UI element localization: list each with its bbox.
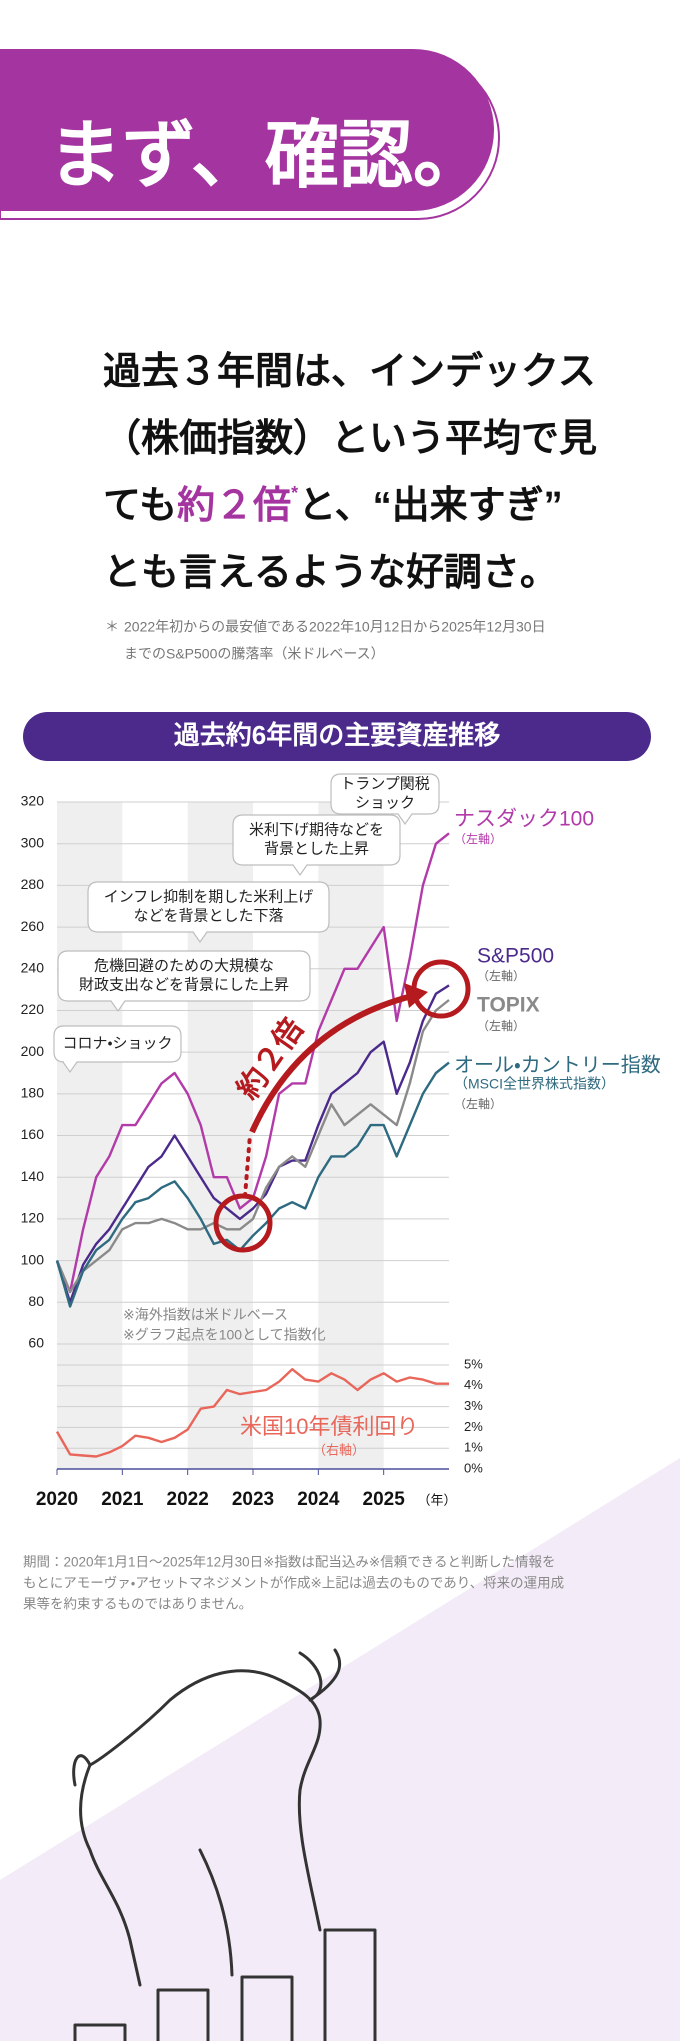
lead: 過去３年間は、インデックス （株価指数）という平均で見 ても約２倍*と、“出来す… bbox=[103, 350, 597, 594]
x-tick-label: 2023 bbox=[232, 1489, 274, 1510]
callout-text: コロナ・ショック bbox=[62, 1035, 172, 1052]
x-tick-label: 2022 bbox=[167, 1489, 209, 1510]
series-line bbox=[55, 984, 450, 1304]
series-line bbox=[55, 1368, 449, 1458]
x-axis-label: （年） bbox=[417, 1492, 456, 1507]
series-axis-note: （左軸） bbox=[477, 1018, 525, 1033]
y-tick-label: 80 bbox=[28, 1293, 44, 1309]
footer-line: 期間：2020年1月1日～2025年12月30日※指数は配当込み※信頼できると判… bbox=[23, 1555, 555, 1570]
series-label: オール・カントリー指数 bbox=[454, 1053, 661, 1076]
y2-tick-label: 3% bbox=[464, 1398, 483, 1413]
callout-text: などを背景とした下落 bbox=[133, 907, 283, 924]
callout-text: インフレ抑制を期した米利上げ bbox=[104, 888, 314, 905]
footnote-mark: ＊ bbox=[105, 619, 119, 635]
callout-text: トランプ関税 bbox=[340, 775, 430, 792]
series-axis-note: （右軸） bbox=[313, 1442, 365, 1457]
series-axis-note: （左軸） bbox=[454, 831, 502, 846]
footnote-line: までのS&P500の騰落率（米ドルベース） bbox=[124, 646, 385, 662]
series-label: ナスダック100 bbox=[454, 808, 594, 831]
page-title: まず、確認。 bbox=[48, 114, 487, 197]
chart-note: ※グラフ起点を100として指数化 bbox=[123, 1327, 326, 1343]
series-axis-note: （左軸） bbox=[454, 1096, 502, 1111]
x-tick-label: 2025 bbox=[363, 1489, 406, 1510]
y-tick-label: 200 bbox=[21, 1043, 45, 1059]
lead-highlight: 約２倍 bbox=[177, 485, 291, 527]
chart-note: ※海外指数は米ドルベース bbox=[123, 1307, 288, 1323]
chart-title: 過去約6年間の主要資産推移 bbox=[174, 720, 500, 750]
y2-tick-label: 2% bbox=[464, 1419, 483, 1434]
footer-line: 果等を約束するものではありません。 bbox=[23, 1596, 252, 1612]
series-label: S&P500 bbox=[477, 945, 554, 968]
callout-box bbox=[87, 881, 330, 944]
series-label: 米国10年債利回り bbox=[240, 1414, 418, 1439]
highlight-circle bbox=[411, 959, 471, 1019]
callout-text: 財政支出などを背景にした上昇 bbox=[79, 976, 289, 993]
y-tick-label: 220 bbox=[21, 1001, 45, 1017]
x-tick-label: 2020 bbox=[36, 1489, 78, 1510]
footer-line: もとにアモーヴァ・アセットマネジメントが作成※上記は過去のものであり、将来の運用… bbox=[23, 1575, 564, 1591]
lead-text: ても bbox=[103, 485, 177, 527]
chart-title-pill bbox=[23, 712, 651, 761]
banner bbox=[0, 49, 494, 211]
x-tick-label: 2021 bbox=[101, 1489, 144, 1510]
callout-text: 背景とした上昇 bbox=[264, 840, 369, 857]
highlight-circle bbox=[213, 1193, 273, 1253]
background-wedge bbox=[0, 1458, 680, 2041]
y-tick-label: 100 bbox=[21, 1251, 45, 1267]
y2-tick-label: 4% bbox=[464, 1377, 483, 1392]
y-tick-label: 60 bbox=[28, 1335, 44, 1351]
y2-tick-label: 0% bbox=[464, 1460, 483, 1475]
lead-mark: * bbox=[291, 483, 298, 503]
y2-tick-label: 5% bbox=[464, 1356, 483, 1371]
series-axis-note: （左軸） bbox=[477, 968, 525, 983]
callout-box bbox=[53, 1025, 182, 1074]
y-tick-label: 320 bbox=[21, 793, 45, 809]
series-line bbox=[55, 1061, 450, 1308]
lead-line: とも言えるような好調さ。 bbox=[103, 552, 558, 594]
y-tick-label: 160 bbox=[21, 1126, 45, 1142]
bull-illustration bbox=[72, 1648, 377, 2041]
dotted-line bbox=[243, 1133, 252, 1198]
lead-line: （株価指数）という平均で見 bbox=[103, 418, 597, 460]
callout-box bbox=[232, 814, 401, 877]
callout-text: ショック bbox=[355, 794, 415, 811]
y2-tick-label: 1% bbox=[464, 1440, 483, 1455]
y-tick-label: 120 bbox=[21, 1210, 45, 1226]
lead-line: 過去３年間は、インデックス bbox=[103, 350, 596, 393]
callout-box bbox=[330, 773, 440, 826]
lead-line: ても約２倍*と、“出来すぎ” bbox=[103, 483, 563, 527]
y-tick-label: 180 bbox=[21, 1085, 45, 1101]
footnote-line: 2022年初からの最安値である2022年10月12日から2025年12月30日 bbox=[124, 619, 546, 635]
y-tick-label: 140 bbox=[21, 1168, 45, 1184]
x-tick-label: 2024 bbox=[297, 1489, 340, 1510]
series-subtitle: （MSCI全世界株式指数） bbox=[454, 1076, 615, 1092]
chart: 60 80 100 120 140 160 180 200 220 240 260 280 300 320… bbox=[21, 773, 661, 1510]
arrow bbox=[249, 993, 413, 1134]
y-tick-label: 240 bbox=[21, 959, 45, 975]
series-label: TOPIX bbox=[477, 994, 540, 1017]
y-tick-label: 260 bbox=[21, 918, 45, 934]
callout-text: 米利下げ期待などを bbox=[249, 821, 384, 838]
y-tick-label: 300 bbox=[21, 834, 45, 850]
y-tick-label: 280 bbox=[21, 876, 45, 892]
lead-text: と、“出来すぎ” bbox=[298, 485, 562, 527]
callout-box bbox=[57, 950, 311, 1013]
callout-text: 危機回避のための大規模な bbox=[94, 957, 274, 974]
series-line bbox=[55, 999, 450, 1294]
